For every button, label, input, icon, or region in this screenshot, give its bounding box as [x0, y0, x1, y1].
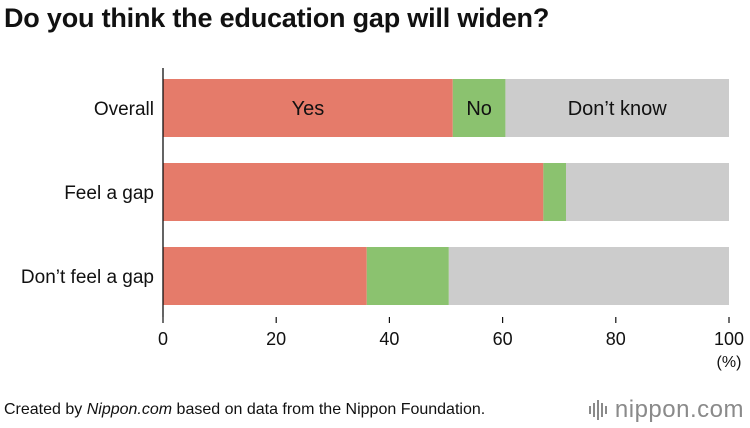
bar-feel-a-gap-no [543, 163, 566, 221]
x-unit-label: (%) [717, 354, 742, 371]
bar-don-t-feel-a-gap-don-t-know [448, 247, 729, 305]
bar-feel-a-gap-don-t-know [565, 163, 729, 221]
category-label-overall: Overall [94, 99, 154, 120]
chart-title: Do you think the education gap will wide… [4, 3, 550, 33]
footer-source: Nippon.com [86, 401, 173, 418]
logo-name: nippon [614, 396, 690, 423]
segment-label-no: No [466, 98, 492, 120]
bar-overall-no [452, 79, 506, 137]
nippon-logo: nippon.com [588, 396, 744, 424]
bar-feel-a-gap-yes [163, 163, 544, 221]
bar-overall-yes [163, 79, 453, 137]
x-tick-label-0: 0 [158, 329, 168, 349]
segment-label-yes: Yes [292, 98, 325, 120]
x-tick-label-60: 60 [493, 329, 513, 349]
category-label-feel-a-gap: Feel a gap [64, 183, 154, 204]
bar-overall-don-t-know [505, 79, 729, 137]
bar-don-t-feel-a-gap-yes [163, 247, 367, 305]
stacked-bar-chart: Yes No Don’t know Overall Feel a gap Don’t fe… [21, 68, 744, 371]
x-tick-label-40: 40 [379, 329, 399, 349]
logo-bars-icon [588, 399, 607, 421]
logo-suffix: .com [689, 396, 744, 423]
footer-suffix: based on data from the Nippon Foundation… [172, 401, 486, 418]
footer-prefix: Created by [4, 401, 87, 418]
category-label-don-t-feel-a-gap: Don’t feel a gap [21, 267, 154, 288]
x-tick-label-20: 20 [266, 329, 286, 349]
x-tick-label-100: 100 [714, 329, 744, 349]
bar-don-t-feel-a-gap-no [366, 247, 449, 305]
segment-label-don-t-know: Don’t know [568, 98, 667, 120]
x-tick-label-80: 80 [606, 329, 626, 349]
source-footer: Created by Nippon.com based on data from… [4, 401, 485, 419]
